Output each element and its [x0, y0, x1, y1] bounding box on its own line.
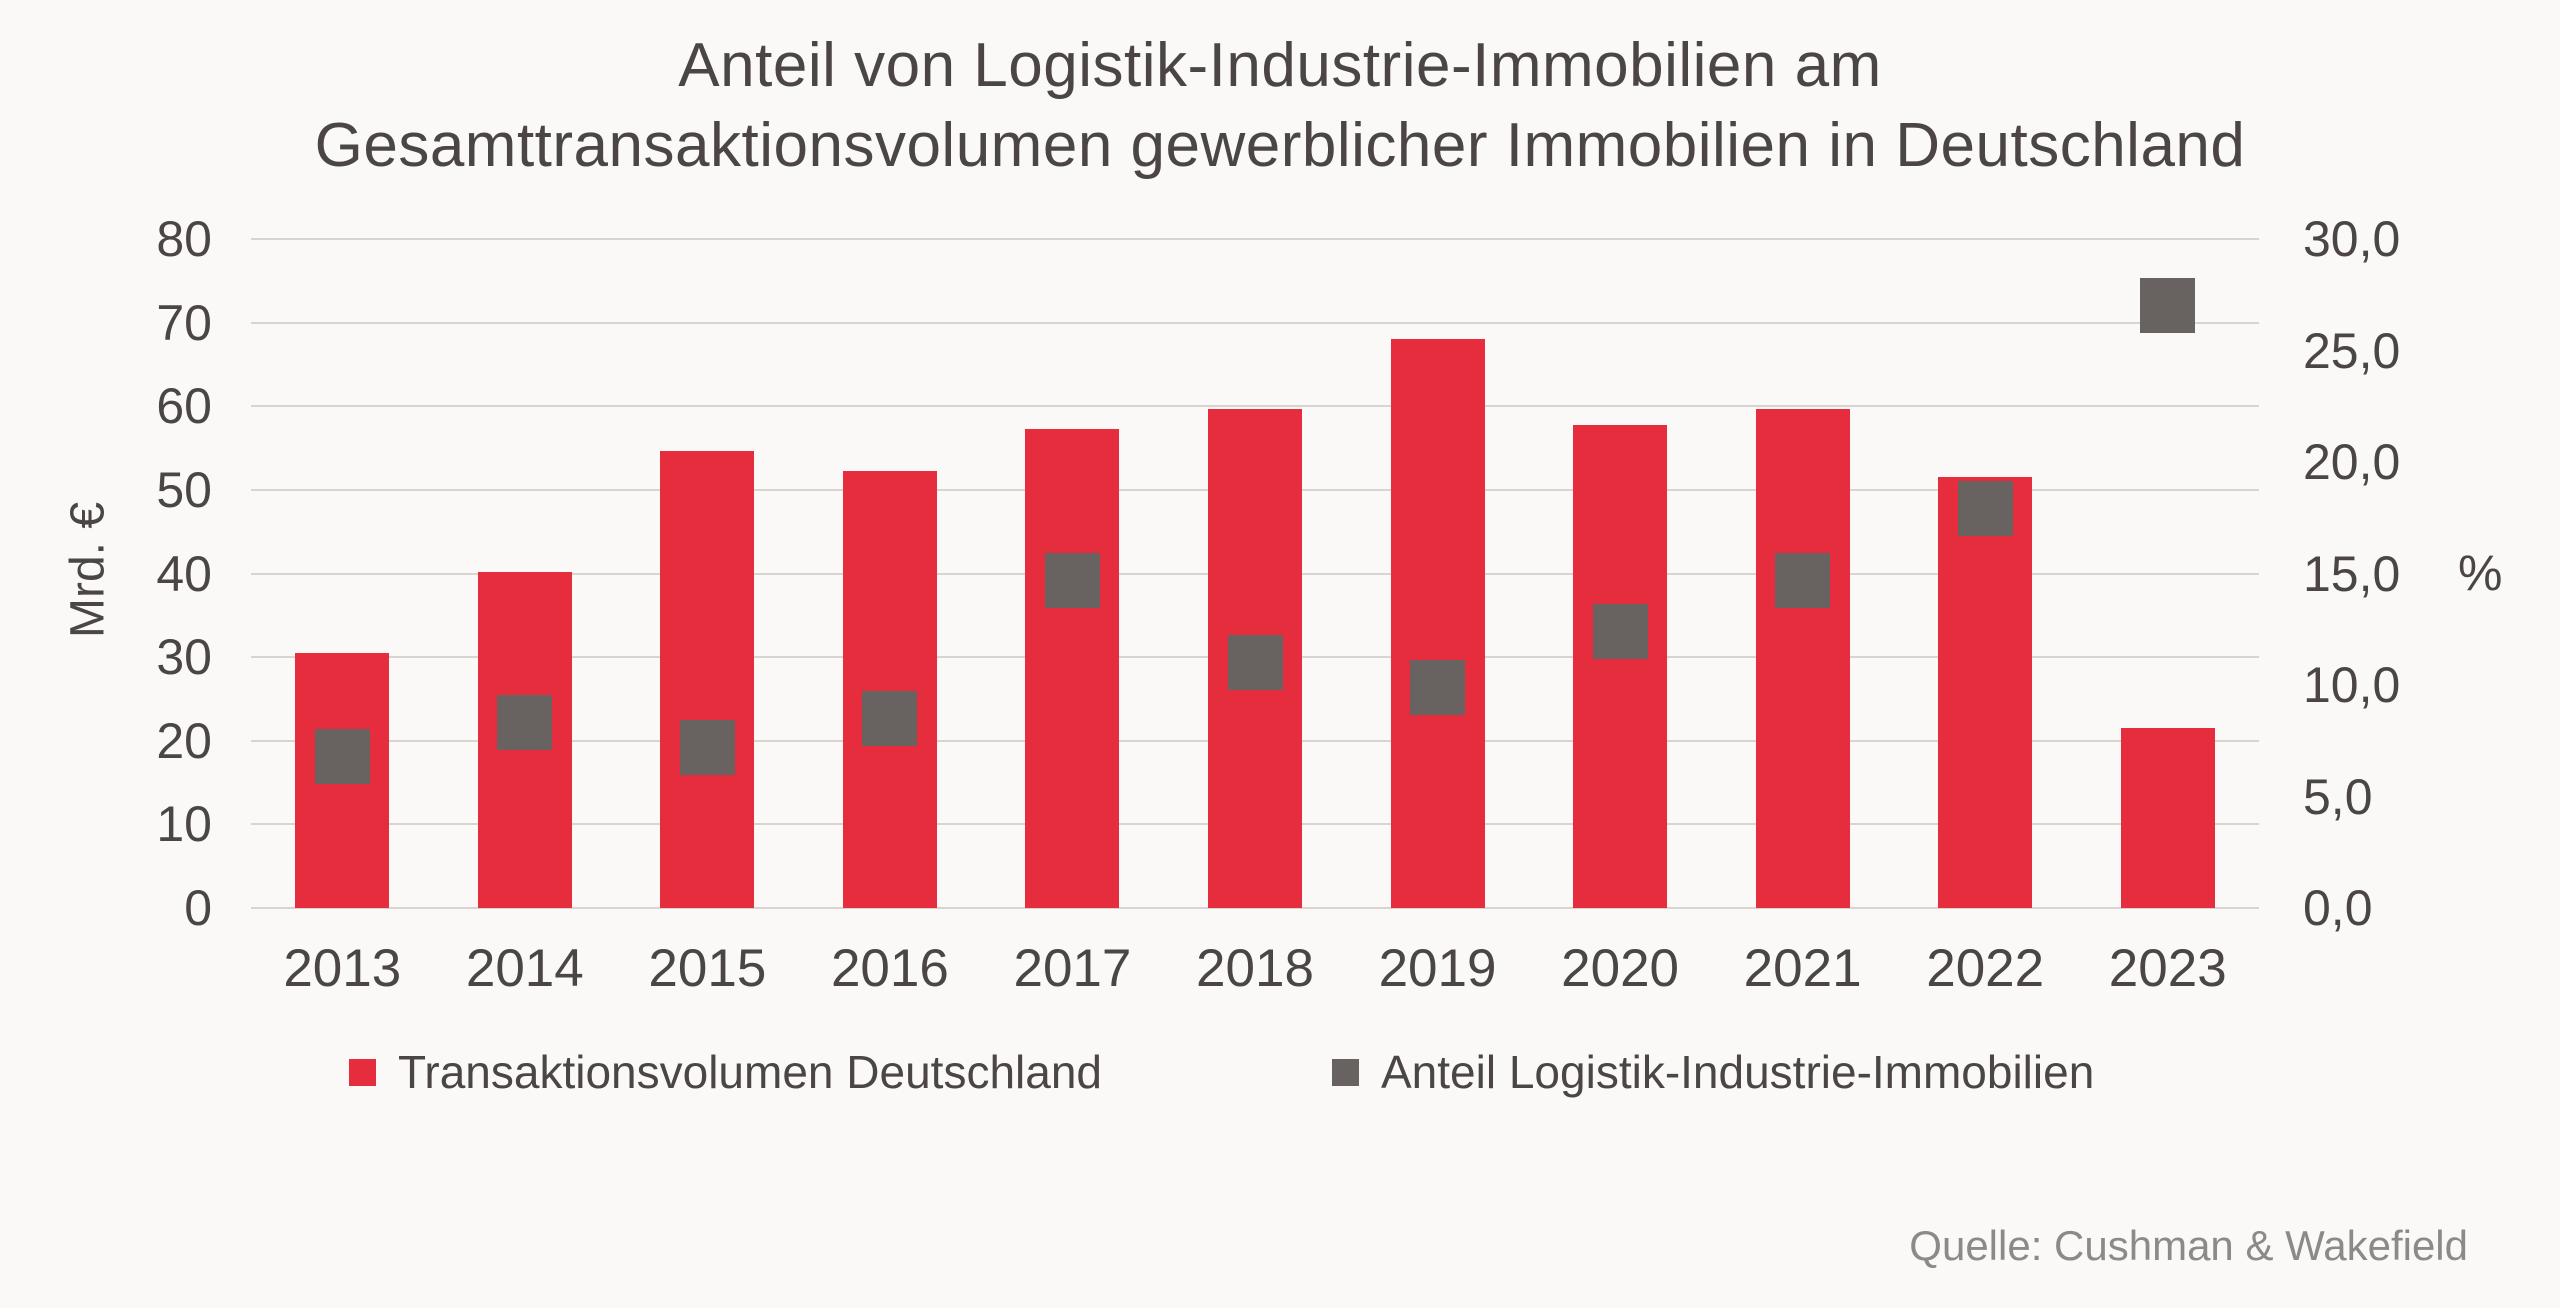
marker-square-2022 [1957, 481, 2013, 537]
bar-2017 [1025, 428, 1120, 908]
right-axis-tick: 5,0 [2303, 768, 2373, 825]
right-axis-tick: 10,0 [2303, 657, 2401, 713]
marker-square-2015 [679, 719, 735, 775]
marker-square-2017 [1044, 552, 1100, 608]
bar-2015 [660, 450, 755, 908]
legend-bar-swatch-icon [349, 1058, 376, 1086]
gridline [251, 907, 2259, 909]
marker-square-2016 [862, 690, 918, 746]
x-axis-label-2017: 2017 [1013, 939, 1132, 998]
legend-item-transaktionsvolumen: Transaktionsvolumen Deutschland [349, 1044, 1102, 1100]
bar-2023 [2120, 728, 2215, 908]
right-axis-tick: 20,0 [2303, 434, 2401, 490]
source-credit: Quelle: Cushman & Wakefield [1909, 1222, 2468, 1269]
bar-2019 [1390, 339, 1485, 908]
marker-square-2014 [497, 695, 553, 751]
left-axis-tick: 70 [156, 294, 212, 351]
legend-item-anteil-logistik: Anteil Logistik-Industrie-Immobilien [1332, 1044, 2094, 1100]
right-axis-tick: 25,0 [2303, 322, 2401, 379]
bar-2020 [1573, 424, 1668, 908]
marker-square-2019 [1410, 659, 1466, 715]
legend-label-transaktionsvolumen: Transaktionsvolumen Deutschland [398, 1046, 1102, 1098]
left-axis-tick: 0 [184, 880, 212, 936]
bar-2022 [1938, 477, 2033, 908]
right-axis-tick: 15,0 [2303, 545, 2401, 602]
bar-2021 [1755, 408, 1850, 908]
left-axis-tick: 50 [156, 461, 212, 518]
gridline [251, 321, 2259, 324]
x-axis-label-2018: 2018 [1196, 939, 1314, 998]
left-axis-tick: 10 [156, 796, 212, 853]
marker-square-2020 [1592, 603, 1648, 659]
x-axis-label-2021: 2021 [1743, 939, 1862, 998]
x-axis-label-2020: 2020 [1561, 939, 1680, 998]
x-axis-label-2022: 2022 [1926, 939, 2045, 998]
left-axis-tick: 40 [156, 545, 212, 602]
legend-square-swatch-icon [1332, 1058, 1359, 1086]
marker-square-2023 [2140, 278, 2196, 334]
left-axis-tick: 20 [156, 712, 212, 769]
legend-label-anteil-logistik: Anteil Logistik-Industrie-Immobilien [1381, 1046, 2095, 1098]
x-axis-label-2016: 2016 [830, 939, 949, 998]
left-axis-tick: 80 [156, 211, 212, 267]
chart-title-line2: Gesamttransaktionsvolumen gewerblicher I… [314, 111, 2246, 180]
left-axis-tick: 60 [156, 378, 212, 435]
marker-square-2021 [1775, 552, 1831, 608]
right-axis-tick: 30,0 [2303, 211, 2401, 267]
plot-area [251, 238, 2259, 909]
gridline [251, 405, 2259, 408]
x-axis-label-2019: 2019 [1378, 939, 1497, 998]
marker-square-2013 [314, 728, 370, 784]
right-axis-tick: 0,0 [2303, 880, 2373, 936]
bar-2016 [842, 470, 937, 908]
left-axis-tick: 30 [156, 629, 212, 686]
x-axis-label-2014: 2014 [465, 939, 584, 998]
marker-square-2018 [1227, 635, 1283, 691]
right-axis-title: % [2458, 545, 2503, 601]
x-axis-label-2013: 2013 [283, 939, 402, 998]
x-axis-label-2023: 2023 [2108, 939, 2227, 998]
x-axis-label-2015: 2015 [648, 939, 767, 998]
chart-title-line1: Anteil von Logistik-Industrie-Immobilien… [678, 31, 1882, 100]
chart-title: Anteil von Logistik-Industrie-Immobilien… [0, 26, 2560, 186]
gridline [251, 238, 2259, 240]
